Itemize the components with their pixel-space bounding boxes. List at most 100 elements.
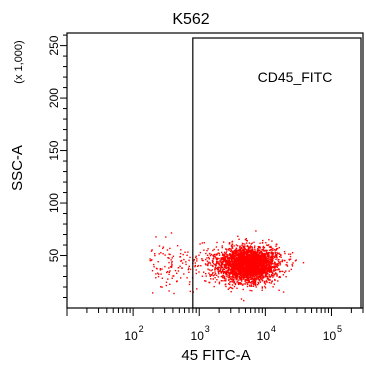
- event-dot: [228, 275, 230, 277]
- event-dot: [257, 276, 260, 278]
- event-dot: [244, 253, 246, 255]
- event-dot: [244, 274, 246, 277]
- event-dot: [259, 265, 261, 267]
- event-dot: [215, 257, 217, 259]
- event-dot: [233, 250, 236, 252]
- event-dot: [264, 261, 266, 263]
- event-dot: [255, 265, 257, 268]
- event-dot: [207, 263, 209, 266]
- event-dot: [238, 275, 241, 277]
- event-dot: [240, 251, 242, 253]
- event-dot: [261, 287, 263, 289]
- event-dot: [261, 273, 263, 275]
- event-dot: [234, 268, 236, 271]
- event-dot: [261, 278, 263, 281]
- event-dot: [244, 278, 246, 281]
- event-dot: [236, 264, 239, 266]
- event-dot: [250, 261, 252, 263]
- event-dot: [260, 266, 263, 268]
- event-dot: [270, 270, 272, 273]
- event-dot: [256, 258, 258, 260]
- event-dot: [263, 253, 266, 255]
- event-dot: [234, 275, 237, 278]
- event-dot: [272, 252, 274, 254]
- event-dot: [280, 254, 282, 256]
- event-dot: [236, 274, 238, 276]
- x-tick-label: 10: [257, 329, 271, 343]
- event-dot: [275, 249, 278, 251]
- event-dot: [251, 248, 253, 250]
- event-dot: [212, 258, 214, 260]
- event-dot: [247, 277, 250, 280]
- event-dot: [248, 266, 251, 268]
- event-dot: [269, 261, 271, 264]
- event-dot: [243, 249, 245, 251]
- event-dot: [168, 273, 170, 276]
- event-dot: [232, 265, 235, 267]
- event-dot: [252, 280, 254, 282]
- event-dot: [254, 274, 256, 276]
- event-dot: [217, 261, 219, 263]
- event-dot: [169, 247, 171, 250]
- event-dot: [230, 291, 232, 293]
- event-dot: [230, 279, 232, 281]
- event-dot: [177, 267, 180, 269]
- gate-rectangle: [192, 37, 362, 309]
- event-dot: [203, 271, 205, 273]
- event-dot: [251, 264, 254, 266]
- event-dot: [231, 267, 233, 269]
- event-dot: [247, 279, 249, 281]
- event-dot: [263, 250, 265, 252]
- event-dot: [240, 253, 242, 255]
- event-dot: [244, 266, 246, 269]
- event-dot: [214, 277, 216, 279]
- event-dot: [256, 262, 258, 264]
- event-dot: [246, 285, 249, 288]
- event-dot: [239, 273, 241, 275]
- event-dot: [166, 249, 169, 251]
- event-dot: [220, 280, 223, 282]
- event-dot: [225, 252, 227, 254]
- event-dot: [248, 281, 251, 283]
- event-dot: [236, 254, 238, 256]
- event-dot: [267, 260, 269, 263]
- event-dot: [260, 263, 263, 266]
- event-dot: [246, 268, 249, 271]
- event-dot: [240, 260, 242, 262]
- event-dot: [245, 248, 247, 251]
- event-dot: [267, 279, 270, 281]
- event-dot: [258, 272, 260, 274]
- event-dot: [228, 249, 230, 251]
- event-dot: [183, 258, 185, 261]
- event-dot: [266, 264, 268, 266]
- event-dot: [210, 253, 213, 256]
- event-dot: [236, 249, 238, 251]
- event-dot: [234, 249, 237, 251]
- event-dot: [232, 271, 234, 273]
- event-dot: [227, 271, 229, 273]
- event-dot: [254, 245, 256, 247]
- event-dot: [241, 264, 243, 266]
- event-dot: [250, 266, 252, 269]
- event-dot: [272, 266, 274, 268]
- event-dot: [235, 259, 237, 262]
- event-dot: [162, 246, 165, 248]
- event-dot: [229, 263, 231, 265]
- event-dot: [231, 287, 234, 290]
- event-dot: [219, 269, 221, 271]
- event-dot: [216, 241, 218, 244]
- event-dot: [246, 270, 249, 272]
- event-dot: [270, 267, 272, 269]
- event-dot: [216, 268, 219, 271]
- event-dot: [269, 265, 271, 268]
- event-dot: [168, 253, 170, 255]
- event-dot: [244, 269, 246, 271]
- event-dot: [266, 252, 268, 254]
- event-dot: [228, 261, 230, 263]
- event-dot: [232, 273, 234, 275]
- event-dot: [240, 259, 242, 261]
- event-dot: [256, 264, 258, 266]
- event-dot: [254, 282, 256, 284]
- event-dot: [205, 280, 207, 282]
- event-dot: [228, 242, 231, 244]
